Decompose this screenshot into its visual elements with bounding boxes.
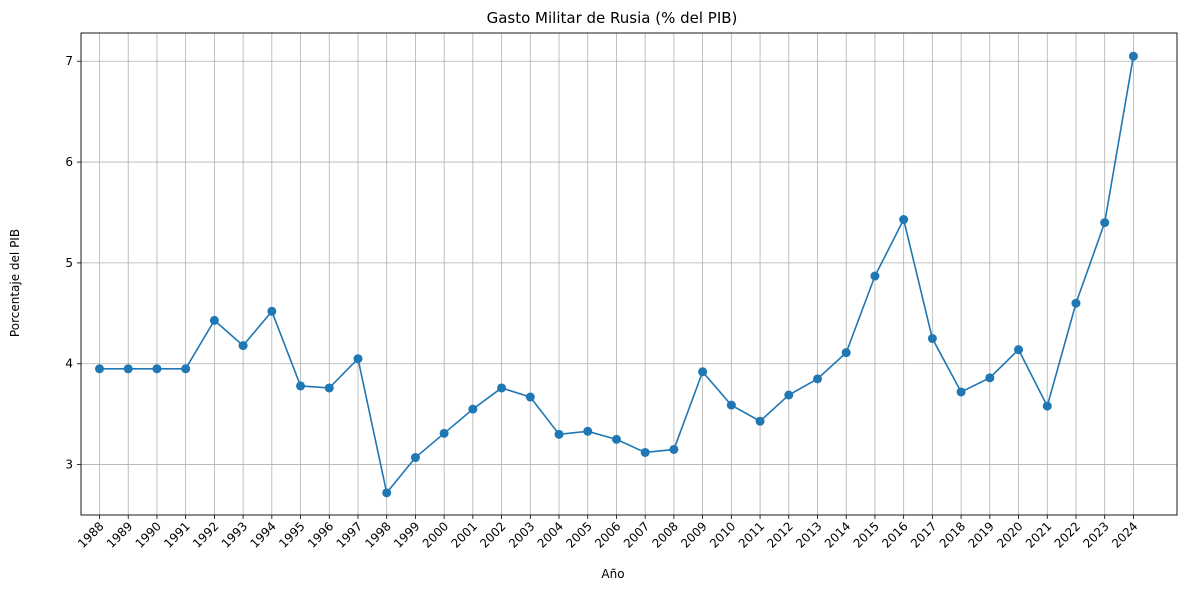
x-axis-label: Año [601, 567, 624, 581]
x-tick-label: 1989 [104, 519, 135, 550]
x-tick-label: 1991 [161, 519, 192, 550]
data-point [181, 364, 191, 374]
x-tick-label: 1997 [334, 519, 365, 550]
x-tick-label: 1992 [190, 519, 221, 550]
data-point [1128, 51, 1138, 61]
data-point [382, 488, 392, 498]
data-point [841, 348, 851, 358]
x-tick-label: 1999 [391, 519, 422, 550]
x-tick-label: 2014 [822, 519, 853, 550]
y-tick-label: 4 [65, 357, 73, 371]
chart-title: Gasto Militar de Rusia (% del PIB) [487, 9, 738, 27]
y-tick-label: 7 [65, 54, 73, 68]
x-tick-label: 2024 [1109, 519, 1140, 550]
x-tick-label: 1998 [362, 519, 393, 550]
data-point [267, 306, 277, 316]
x-tick-label: 2008 [650, 519, 681, 550]
x-tick-label: 2001 [448, 519, 479, 550]
x-tick-label: 1990 [133, 519, 164, 550]
data-point [755, 416, 765, 426]
data-point [497, 383, 507, 393]
data-point [813, 374, 822, 384]
data-point [1071, 298, 1081, 308]
x-tick-label: 2017 [908, 519, 939, 550]
data-point [870, 271, 880, 281]
x-tick-label: 2004 [535, 519, 566, 550]
x-tick-label: 1988 [75, 519, 106, 550]
data-point [353, 354, 363, 364]
x-tick-label: 2022 [1052, 519, 1083, 550]
data-point [698, 367, 708, 377]
x-tick-label: 2011 [736, 519, 767, 550]
x-tick-label: 2003 [506, 519, 537, 550]
x-tick-label: 2020 [994, 519, 1025, 550]
x-tick-label: 2013 [793, 519, 824, 550]
x-tick-label: 1994 [247, 519, 278, 550]
grid-lines [81, 33, 1177, 515]
data-point [899, 215, 909, 225]
data-point [1100, 218, 1110, 228]
data-point [956, 387, 966, 397]
data-point [1042, 401, 1052, 411]
x-tick-label: 2006 [592, 519, 623, 550]
x-tick-label: 2000 [420, 519, 451, 550]
data-point [296, 381, 306, 391]
y-tick-label: 5 [65, 256, 73, 270]
data-point [410, 453, 420, 463]
x-tick-label: 2023 [1080, 519, 1111, 550]
y-axis-ticks: 3 4 5 6 7 [65, 54, 81, 472]
data-point [640, 447, 650, 457]
data-point [152, 364, 162, 374]
x-tick-label: 2015 [851, 519, 882, 550]
data-point [784, 390, 794, 400]
y-axis-label: Porcentaje del PIB [8, 229, 22, 337]
data-point [583, 426, 593, 436]
data-point [669, 444, 679, 454]
x-tick-label: 2007 [621, 519, 652, 550]
axes-frame [80, 32, 1178, 516]
x-tick-label: 2012 [764, 519, 795, 550]
x-tick-label: 2009 [678, 519, 709, 550]
y-tick-label: 3 [65, 458, 73, 472]
data-point [554, 429, 564, 439]
data-point [985, 373, 995, 383]
x-tick-label: 2005 [563, 519, 594, 550]
y-tick-label: 6 [65, 155, 73, 169]
data-point [439, 428, 449, 438]
data-point [726, 400, 736, 410]
data-point [95, 364, 104, 374]
data-point [611, 434, 621, 444]
x-tick-label: 2002 [477, 519, 508, 550]
data-point [1014, 345, 1024, 355]
x-tick-label: 1993 [219, 519, 250, 550]
data-point [927, 334, 937, 344]
data-point [238, 341, 248, 351]
data-point [525, 392, 535, 402]
data-point [324, 383, 334, 393]
x-tick-label: 2021 [1023, 519, 1054, 550]
plot-area [80, 32, 1178, 516]
x-tick-label: 2018 [937, 519, 968, 550]
data-point [468, 404, 478, 414]
x-tick-label: 2016 [879, 519, 910, 550]
x-tick-label: 2019 [965, 519, 996, 550]
data-point [209, 315, 219, 325]
x-tick-label: 2010 [707, 519, 738, 550]
x-axis-ticks: 1988198919901991199219931994199519961997… [75, 515, 1141, 551]
x-tick-label: 1995 [276, 519, 307, 550]
data-point [123, 364, 133, 374]
x-tick-label: 1996 [305, 519, 336, 550]
